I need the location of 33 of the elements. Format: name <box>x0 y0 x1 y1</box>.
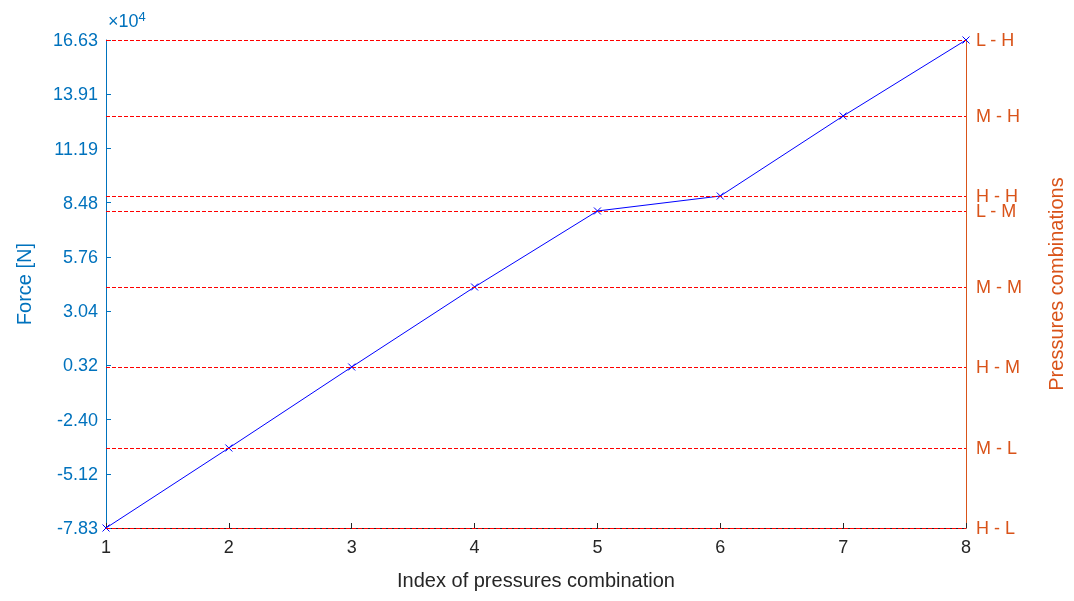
x-axis-title: Index of pressures combination <box>397 569 675 591</box>
y-tick-label: 13.91 <box>52 84 98 105</box>
y-tick-label: -2.40 <box>56 409 98 430</box>
ref-line-label: H - M <box>976 357 1020 377</box>
point <box>593 206 602 215</box>
point <box>347 363 356 371</box>
x-tick-label: 7 <box>838 537 849 557</box>
ref-line-label: M - L <box>976 438 1018 458</box>
point <box>716 192 725 201</box>
y-tick-label: 11.19 <box>54 138 98 159</box>
y2-axis-title: Pressures combinations <box>1045 177 1067 391</box>
point <box>224 444 233 452</box>
x-tick-label: 1 <box>100 537 112 557</box>
y-axis-title: Force [N] <box>13 242 35 326</box>
point <box>470 282 479 291</box>
y-tick-label: -5.12 <box>56 463 98 484</box>
ref-line-label: H - L <box>976 518 1016 538</box>
point <box>839 112 848 121</box>
y-tick-label: 0.32 <box>62 355 98 376</box>
ref-line-label: M - M <box>976 276 1022 297</box>
x-tick-label: 8 <box>960 537 972 557</box>
x-tick-label: 3 <box>346 537 357 557</box>
y-tick-label: 8.48 <box>62 192 98 213</box>
ref-line-label: M - H <box>976 106 1020 127</box>
x-tick-label: 2 <box>223 537 234 557</box>
x-tick-label: 4 <box>469 537 480 557</box>
x-tick-label: 5 <box>592 537 603 557</box>
ref-line-label: L - H <box>976 30 1015 50</box>
y-tick-label: 5.76 <box>62 246 98 267</box>
y-tick-label: 16.63 <box>52 30 98 50</box>
y-tick-label: -7.83 <box>56 518 98 538</box>
x-tick-label: 6 <box>715 537 726 557</box>
y-tick-label: 3.04 <box>62 301 98 322</box>
